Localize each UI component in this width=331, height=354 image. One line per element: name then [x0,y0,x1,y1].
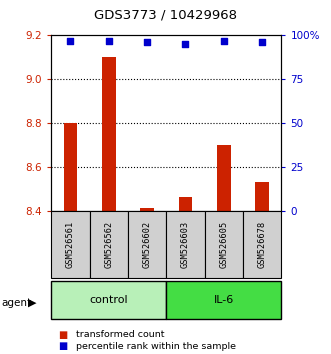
Text: GSM526605: GSM526605 [219,221,228,268]
Text: percentile rank within the sample: percentile rank within the sample [76,342,236,351]
Bar [166,281,281,319]
Bar [64,123,77,211]
Bar [243,211,281,278]
Text: ■: ■ [58,341,67,351]
Text: GSM526561: GSM526561 [66,221,75,268]
Text: GSM526602: GSM526602 [143,221,152,268]
Point [260,40,265,45]
Bar [51,211,90,278]
Bar [205,211,243,278]
Point [145,40,150,45]
Text: GDS3773 / 10429968: GDS3773 / 10429968 [94,9,237,22]
Bar [51,281,166,319]
Text: agent: agent [2,298,32,308]
Bar [90,211,128,278]
Text: GSM526678: GSM526678 [258,221,267,268]
Bar [102,57,116,211]
Bar [166,211,205,278]
Text: GSM526562: GSM526562 [104,221,113,268]
Text: ▶: ▶ [28,298,37,308]
Text: GSM526603: GSM526603 [181,221,190,268]
Text: IL-6: IL-6 [214,295,234,305]
Point [183,41,188,47]
Text: ■: ■ [58,330,67,339]
Bar [217,145,231,211]
Bar [140,209,154,211]
Bar [179,198,192,211]
Point [68,38,73,44]
Text: control: control [89,295,128,305]
Bar [256,182,269,211]
Point [106,38,112,44]
Text: transformed count: transformed count [76,330,165,339]
Point [221,38,226,44]
Bar [128,211,166,278]
